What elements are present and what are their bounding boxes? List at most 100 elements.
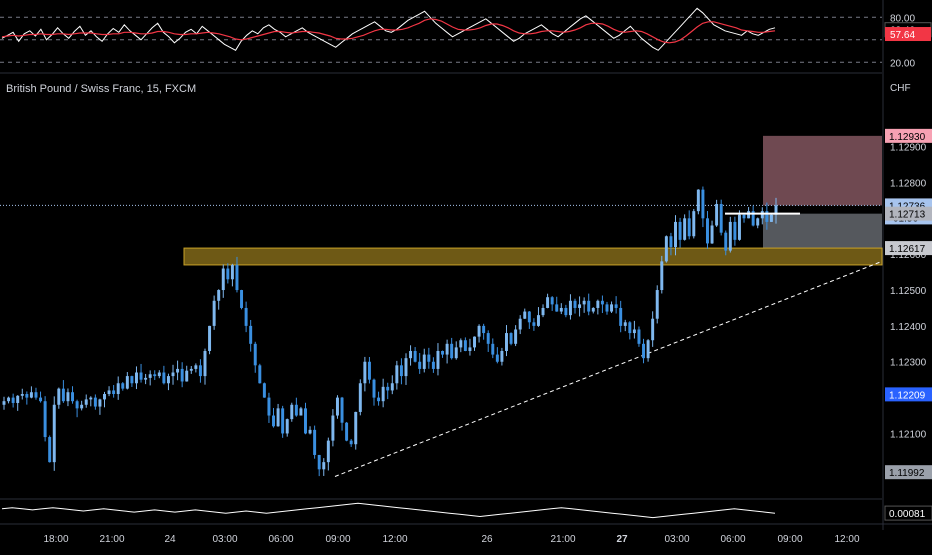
candle xyxy=(189,366,193,374)
candle-body xyxy=(578,304,582,308)
candle xyxy=(89,396,93,407)
candle-body xyxy=(276,408,280,427)
oscillator-pane[interactable] xyxy=(0,7,882,74)
candle xyxy=(313,425,317,459)
bottom-indicator-pane[interactable] xyxy=(1,502,776,519)
candle-body xyxy=(473,336,476,348)
candle-body xyxy=(747,211,751,219)
candle-body xyxy=(285,419,289,434)
candle xyxy=(687,210,691,240)
candle-body xyxy=(116,383,120,395)
candle xyxy=(93,394,97,410)
chart-title: British Pound / Swiss Franc, 15, FXCM xyxy=(6,83,197,95)
candle-body xyxy=(733,221,737,240)
candle xyxy=(212,295,216,330)
candle-body xyxy=(687,218,691,237)
candle xyxy=(367,357,371,384)
candle xyxy=(418,353,422,374)
candle-body xyxy=(217,290,221,301)
time-tick-label: 27 xyxy=(616,534,628,545)
oscillator-tick-label: 20.00 xyxy=(890,58,915,69)
candle xyxy=(157,370,161,379)
candle-body xyxy=(454,347,458,359)
candle xyxy=(441,350,445,358)
candle-body xyxy=(157,372,161,377)
candle-body xyxy=(450,343,454,359)
candle xyxy=(733,216,737,246)
candle-body xyxy=(121,383,125,389)
candle xyxy=(230,263,234,287)
price-label-badge xyxy=(885,128,932,143)
candle xyxy=(20,388,24,400)
candle-body xyxy=(226,268,230,280)
candle xyxy=(450,337,454,360)
candle xyxy=(523,308,527,319)
candle xyxy=(71,386,75,404)
candle-body xyxy=(57,388,61,405)
candle xyxy=(43,396,47,442)
candle-body xyxy=(678,221,682,240)
candle-body xyxy=(619,307,623,326)
price-pane[interactable] xyxy=(0,135,883,500)
candle xyxy=(130,375,134,387)
candle xyxy=(331,409,335,447)
candle-body xyxy=(221,268,225,291)
candle xyxy=(587,293,591,316)
candle xyxy=(505,325,508,357)
candle-body xyxy=(7,397,11,402)
candle xyxy=(646,339,650,362)
candle xyxy=(527,311,531,329)
candle-body xyxy=(212,300,216,326)
candle-body xyxy=(664,236,668,262)
candle xyxy=(623,319,627,332)
candle-body xyxy=(769,214,773,222)
candle xyxy=(240,289,244,310)
candle-body xyxy=(600,300,604,305)
candle-body xyxy=(632,329,636,334)
price-tick-label: 1.12800 xyxy=(890,178,927,189)
candle xyxy=(399,358,403,385)
candle-body xyxy=(728,221,732,251)
candle-body xyxy=(377,397,381,402)
candle-body xyxy=(198,365,202,377)
candle-body xyxy=(294,404,298,416)
candle-body xyxy=(340,397,344,423)
candle xyxy=(217,289,221,310)
candle-body xyxy=(669,236,673,248)
oscillator-value-badge xyxy=(885,27,931,42)
candle xyxy=(103,391,106,408)
candle-body xyxy=(240,290,244,308)
candle xyxy=(555,296,559,312)
candle-body xyxy=(308,429,312,434)
time-axis[interactable]: 18:00 21:00 24 03:00 06:00 09:00 12:00 26 21:00 2… xyxy=(0,523,932,545)
candle-body xyxy=(568,300,572,316)
candle-body xyxy=(61,388,65,402)
price-axis[interactable]: 80.0020.0063.4057.641.129001.128001.1260… xyxy=(882,0,932,530)
candle xyxy=(568,294,572,320)
oscillator-value-label: 57.64 xyxy=(890,30,915,41)
candle xyxy=(317,454,321,477)
candle xyxy=(454,341,458,360)
candle-body xyxy=(48,437,52,463)
candle-body xyxy=(495,354,499,362)
candle xyxy=(774,197,778,224)
candle xyxy=(66,388,70,407)
candle xyxy=(25,391,29,405)
candle-body xyxy=(144,377,148,380)
candle xyxy=(751,205,755,227)
candle-body xyxy=(244,307,248,326)
candle-body xyxy=(176,368,180,373)
candle-body xyxy=(559,307,563,312)
candle-body xyxy=(249,325,253,344)
candle-body xyxy=(683,218,687,240)
candle-body xyxy=(335,397,339,416)
axis-currency-label: CHF xyxy=(890,83,911,94)
candle-body xyxy=(134,372,138,384)
candle xyxy=(500,347,504,366)
candle-body xyxy=(153,374,157,377)
candle xyxy=(610,301,614,313)
candle xyxy=(678,217,682,248)
candle-body xyxy=(203,350,207,377)
